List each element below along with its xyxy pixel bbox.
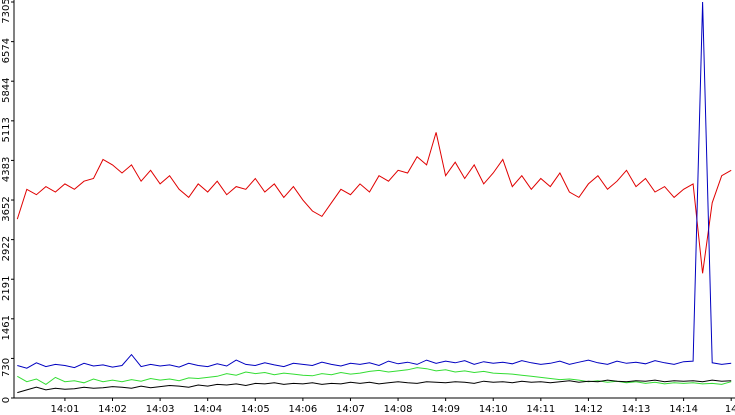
x-tick-label: 14:06	[288, 404, 317, 415]
series-line	[17, 379, 732, 394]
y-tick-label: 1461	[1, 315, 12, 340]
x-tick-label: 14:05	[241, 404, 270, 415]
series-line	[16, 132, 732, 274]
y-tick-label: 2191	[1, 276, 12, 301]
x-tick-label: 14:01	[51, 404, 80, 415]
x-tick-label: 14	[725, 404, 735, 415]
y-tick-label: 5844	[1, 77, 12, 102]
x-tick-label: 14:03	[146, 404, 175, 415]
x-tick-label: 14:12	[574, 404, 603, 415]
y-tick-label: 4383	[1, 157, 12, 182]
y-tick-label: 3652	[1, 196, 12, 221]
x-tick-label: 14:04	[193, 404, 222, 415]
x-tick-label: 14:14	[669, 404, 698, 415]
y-tick-label: 6574	[1, 38, 12, 63]
y-tick-label: 0	[1, 397, 12, 403]
y-tick-label: 7305	[1, 0, 12, 24]
x-tick-label: 14:09	[431, 404, 460, 415]
x-tick-label: 14:02	[98, 404, 127, 415]
x-tick-label: 14:10	[479, 404, 508, 415]
y-tick-label: 2922	[1, 236, 12, 261]
x-tick-label: 14:08	[384, 404, 413, 415]
x-tick-label: 14:11	[526, 404, 555, 415]
x-tick-label: 14:13	[622, 404, 651, 415]
series-line	[17, 1, 732, 369]
y-tick-label: 5113	[1, 117, 12, 142]
y-tick-label: 730	[1, 358, 12, 377]
series-line	[17, 367, 732, 385]
x-tick-label: 14:07	[336, 404, 365, 415]
